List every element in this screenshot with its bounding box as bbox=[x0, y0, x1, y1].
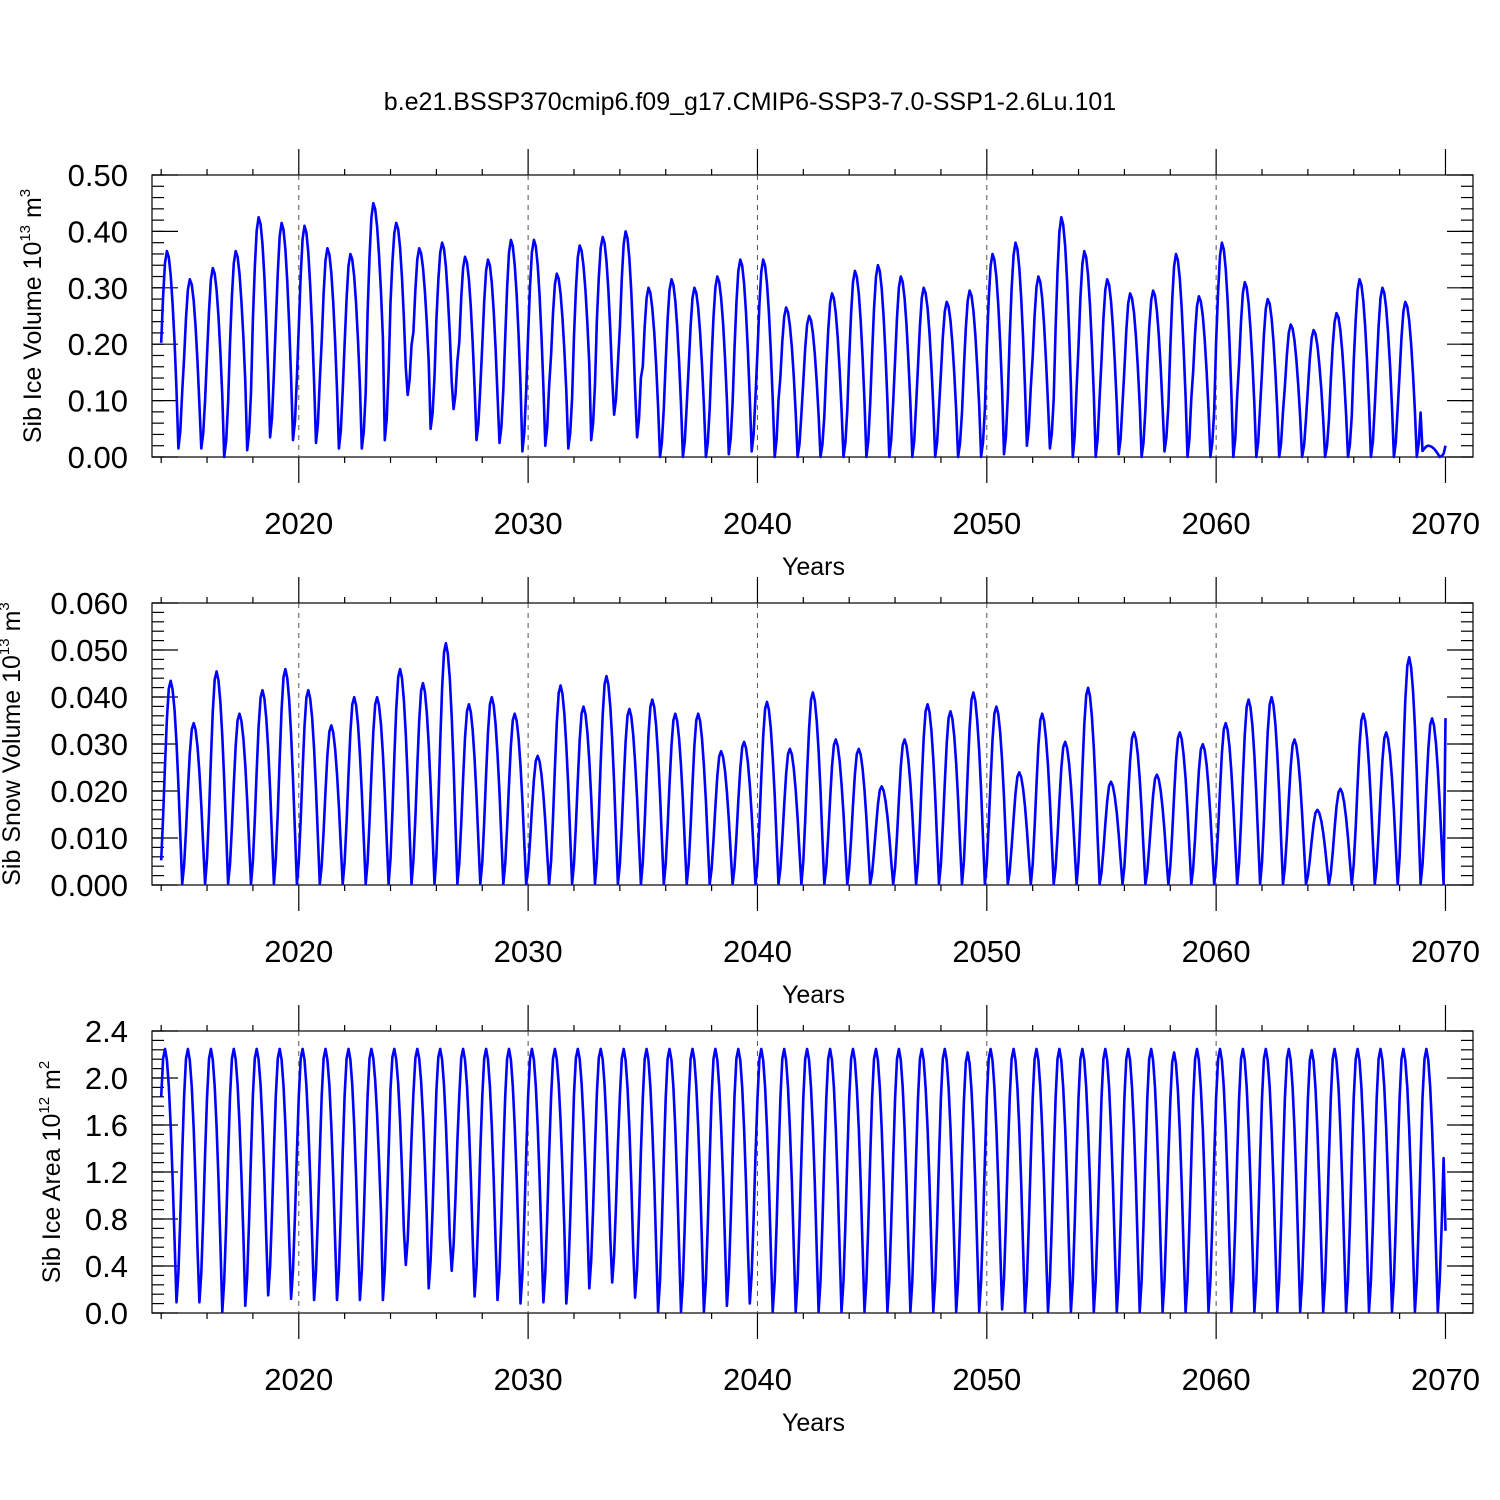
y-tick-label: 2.4 bbox=[85, 1014, 128, 1049]
y-tick-label: 0.060 bbox=[50, 586, 128, 621]
x-tick-label: 2050 bbox=[952, 1362, 1021, 1397]
series-line bbox=[159, 641, 1447, 886]
panel-sib-ice-volume: 2020 2030 2040 2050 2060 2070 0.00 0.10 0.20 0.30… bbox=[17, 149, 1480, 581]
x-tick-label: 2070 bbox=[1411, 934, 1480, 969]
y-tick-label: 0.020 bbox=[50, 774, 128, 809]
y-tick-label: 1.6 bbox=[85, 1108, 128, 1143]
panel-sib-ice-area: 2020 2030 2040 2050 2060 2070 0.0 0.4 0.8 1.2 1.6 2… bbox=[36, 1005, 1480, 1437]
x-tick-label: 2060 bbox=[1182, 1362, 1251, 1397]
chart-title: b.e21.BSSP370cmip6.f09_g17.CMIP6-SSP3-7.… bbox=[384, 88, 1116, 116]
x-tick-label: 2060 bbox=[1182, 934, 1251, 969]
x-tick-label: 2050 bbox=[952, 934, 1021, 969]
x-axis-label: Years bbox=[782, 553, 845, 581]
y-axis-label: Sib Ice Area 1012 m2 bbox=[36, 1061, 66, 1283]
y-tick-label: 0.000 bbox=[50, 868, 128, 903]
y-tick-label: 0.30 bbox=[68, 271, 128, 306]
x-tick-label: 2070 bbox=[1411, 1362, 1480, 1397]
y-axis-label: Sib Ice Volume 1013 m3 bbox=[17, 189, 47, 443]
y-tick-label: 1.2 bbox=[85, 1155, 128, 1190]
x-tick-label: 2020 bbox=[264, 506, 333, 541]
x-tick-label: 2030 bbox=[494, 1362, 563, 1397]
plot-frame bbox=[151, 174, 1474, 458]
x-tick-label: 2040 bbox=[723, 1362, 792, 1397]
y-tick-label: 0.050 bbox=[50, 633, 128, 668]
series-line bbox=[159, 201, 1447, 459]
series-line bbox=[159, 1047, 1447, 1313]
y-tick-label: 0.030 bbox=[50, 727, 128, 762]
x-tick-label: 2050 bbox=[952, 506, 1021, 541]
y-tick-label: 0.8 bbox=[85, 1202, 128, 1237]
y-tick-label: 2.0 bbox=[85, 1061, 128, 1096]
y-tick-label: 0.40 bbox=[68, 214, 128, 249]
x-tick-label: 2020 bbox=[264, 934, 333, 969]
y-tick-label: 0.040 bbox=[50, 680, 128, 715]
y-tick-label: 0.10 bbox=[68, 384, 128, 419]
x-tick-label: 2060 bbox=[1182, 506, 1251, 541]
y-axis-label: Sib Snow Volume 1013 m3 bbox=[0, 602, 26, 886]
y-tick-label: 0.50 bbox=[68, 158, 128, 193]
y-tick-label: 0.010 bbox=[50, 821, 128, 856]
y-tick-label: 0.00 bbox=[68, 440, 128, 475]
x-tick-label: 2030 bbox=[494, 506, 563, 541]
x-axis-label: Years bbox=[782, 1409, 845, 1437]
x-axis-label: Years bbox=[782, 981, 845, 1009]
panel-sib-snow-volume: 2020 2030 2040 2050 2060 2070 0.000 0.010 0.020 0… bbox=[0, 577, 1480, 1009]
y-tick-label: 0.0 bbox=[85, 1296, 128, 1331]
x-tick-label: 2040 bbox=[723, 506, 792, 541]
x-tick-label: 2040 bbox=[723, 934, 792, 969]
x-tick-label: 2030 bbox=[494, 934, 563, 969]
y-tick-label: 0.20 bbox=[68, 327, 128, 362]
x-tick-label: 2070 bbox=[1411, 506, 1480, 541]
y-tick-label: 0.4 bbox=[85, 1249, 128, 1284]
x-tick-label: 2020 bbox=[264, 1362, 333, 1397]
